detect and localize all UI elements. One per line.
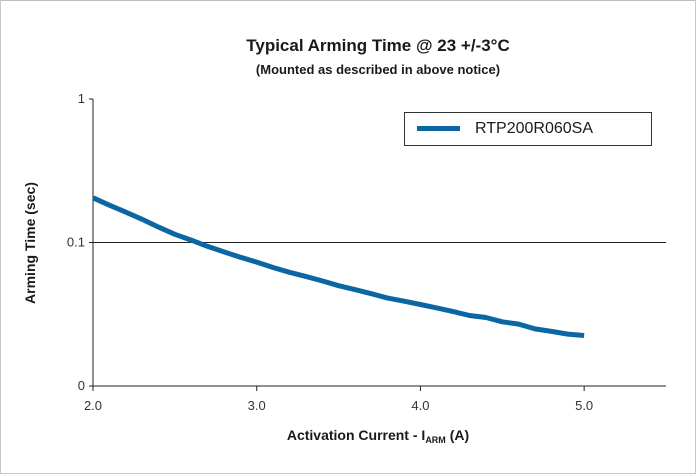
x-axis-label-main: Activation Current - I — [286, 427, 426, 443]
x-axis-label: Activation Current - IARM (A) — [90, 427, 666, 445]
legend-label: RTP200R060SA — [475, 120, 593, 137]
x-tick-label: 4.0 — [411, 398, 429, 413]
top-border — [0, 0, 696, 1]
y-tick-label: 0 — [78, 378, 85, 393]
x-tick-label: 5.0 — [575, 398, 593, 413]
x-tick-label: 3.0 — [248, 398, 266, 413]
y-tick-label: 0.1 — [67, 235, 85, 250]
x-axis-label-sub: ARM — [425, 435, 446, 445]
legend: RTP200R060SA — [404, 112, 652, 146]
chart-title: Typical Arming Time @ 23 +/-3°C — [246, 36, 510, 55]
legend-swatch — [417, 126, 460, 131]
tick-labels: 0 0.1 1 2.0 3.0 4.0 5.0 — [67, 91, 593, 413]
series-line-0 — [91, 195, 585, 338]
x-tick-label: 2.0 — [84, 398, 102, 413]
y-tick-label: 1 — [78, 91, 85, 106]
tick-marks — [89, 98, 585, 391]
chart-subtitle: (Mounted as described in above notice) — [255, 62, 501, 77]
y-axis-label: Arming Time (sec) — [22, 182, 38, 304]
x-axis-label-suffix: (A) — [445, 427, 470, 443]
series-lines — [91, 195, 585, 338]
